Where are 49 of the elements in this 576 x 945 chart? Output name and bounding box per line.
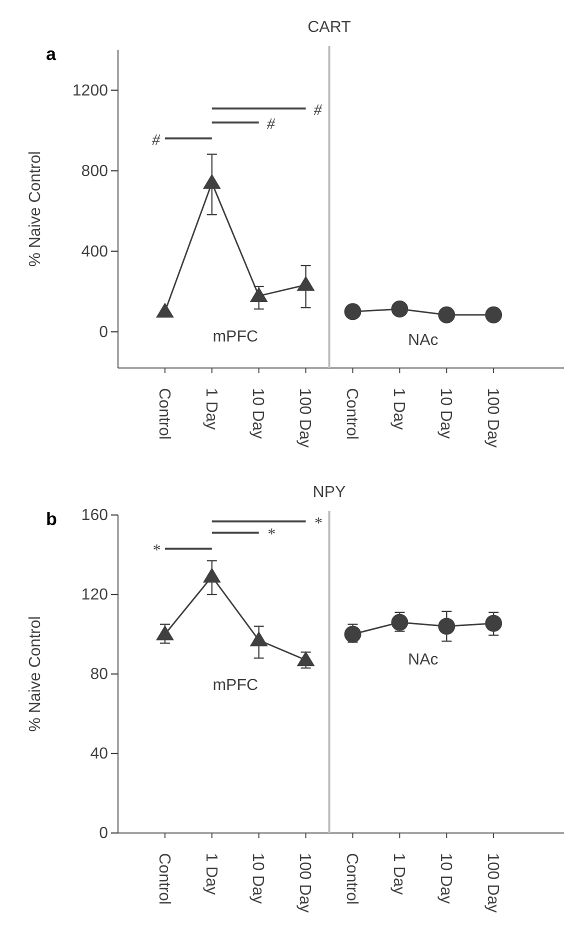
annotation: * [152,542,160,560]
point [156,302,174,318]
x-tick-label: 100 Day [484,853,501,913]
text: a [46,44,57,64]
chart-title: NPY [312,484,346,501]
series-label: mPFC [212,677,258,694]
y-tick-label: 40 [90,746,108,763]
x-tick-label: 10 Day [437,853,454,904]
annotation: # [266,116,276,133]
x-tick-label: 100 Day [484,388,501,448]
y-tick-label: 0 [99,825,108,842]
point [202,174,221,189]
x-tick-label: 10 Day [249,853,266,904]
text: b [46,509,57,529]
x-tick-label: 100 Day [296,853,314,913]
y-tick-label: 400 [81,243,108,260]
x-tick-label: 100 Day [296,388,314,448]
x-tick-label: Control [155,853,172,905]
point [344,303,362,320]
annotation: * [266,526,275,544]
chart-title: CART [308,19,352,36]
point [438,306,456,324]
x-tick-label: Control [343,853,360,905]
x-tick-label: 1 Day [202,853,220,895]
series-label: NAc [408,332,438,349]
y-tick-label: 80 [90,666,108,684]
annotation: # [152,132,161,149]
x-tick-label: 10 Day [437,388,454,439]
x-tick-label: 1 Day [390,853,408,895]
x-tick-label: 1 Day [390,388,408,430]
series-label: NAc [408,651,438,668]
y-tick-label: 160 [81,507,108,524]
x-tick-label: Control [155,388,172,440]
x-tick-label: 10 Day [249,388,266,439]
y-tick-label: 1200 [72,82,108,100]
y-tick-label: 0 [99,324,108,341]
y-axis-title: % Naive Control [27,151,44,267]
x-tick-label: 1 Day [202,388,220,430]
annotation: # [314,102,323,119]
point [391,300,408,318]
annotation: * [314,514,322,532]
y-axis-title: % Naive Control [27,616,44,732]
x-tick-label: Control [343,388,360,440]
series-label: mPFC [212,328,258,346]
point [296,276,315,291]
y-tick-label: 800 [81,162,108,180]
point [485,306,502,324]
point [250,286,268,302]
y-tick-label: 120 [81,586,108,604]
